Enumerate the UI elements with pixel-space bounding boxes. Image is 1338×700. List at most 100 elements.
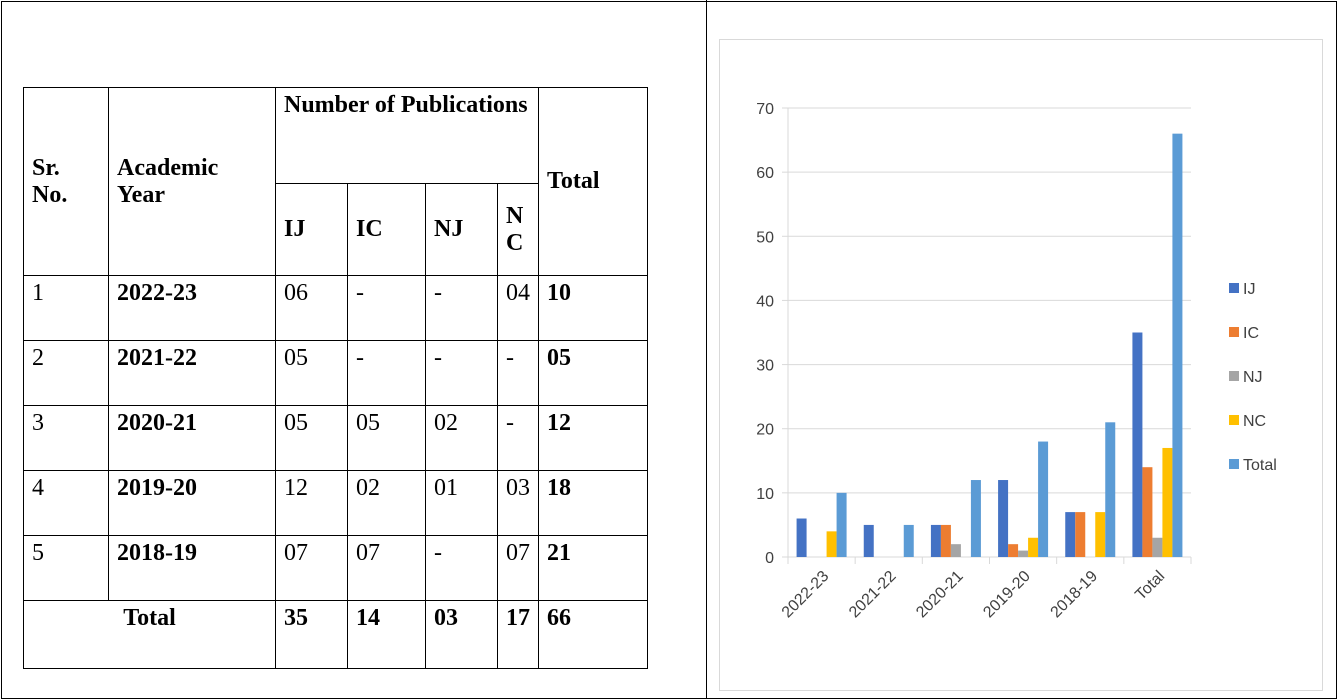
table-cell: -: [425, 275, 498, 341]
legend-label: IJ: [1243, 281, 1255, 298]
table-cell: 12: [275, 470, 348, 536]
table-cell: 05: [275, 405, 348, 471]
bar: [940, 524, 951, 557]
bar: [998, 480, 1009, 557]
bar: [1095, 512, 1106, 557]
bar: [1075, 512, 1086, 557]
header-cell: Academic Year: [108, 87, 276, 276]
table-cell: -: [496, 340, 540, 406]
table-cell: -: [425, 535, 498, 601]
x-tick-label: 2018-19: [1048, 568, 1102, 622]
bar: [826, 531, 837, 557]
legend-label: NC: [1243, 413, 1266, 430]
table-cell: 2022-23: [108, 275, 276, 341]
bar: [1172, 133, 1183, 557]
sub-header: IC: [347, 183, 426, 276]
bar: [796, 518, 807, 557]
table-cell: 4: [23, 470, 109, 536]
table-cell: 10: [538, 275, 649, 341]
y-tick-label: 50: [756, 229, 774, 246]
legend-label: NJ: [1243, 369, 1263, 386]
table-cell: 17: [496, 600, 540, 669]
table-cell: 12: [538, 405, 649, 471]
bar: [1065, 512, 1076, 557]
bar: [1105, 422, 1116, 557]
x-tick-label: 2019-20: [980, 568, 1034, 622]
sub-header: NJ: [425, 183, 498, 276]
table-row: 4 2019-20 12 02 01 03 18: [23, 470, 649, 536]
table-cell: 04: [496, 275, 540, 341]
x-tick-label: Total: [1132, 568, 1168, 604]
bar: [970, 480, 981, 557]
table-cell: 35: [275, 600, 348, 669]
y-tick-label: 60: [756, 165, 774, 182]
table-cell: 3: [23, 405, 109, 471]
table-cell: 07: [496, 535, 540, 601]
bar: [1162, 447, 1173, 557]
total-row: Total 35 14 03 17 66: [23, 600, 649, 669]
table-cell: 2021-22: [108, 340, 276, 406]
header-cell: Number of Publications: [274, 87, 540, 184]
bar: [930, 524, 941, 557]
table-cell: 1: [23, 275, 109, 341]
cell-divider: [706, 0, 707, 698]
table-cell: 05: [538, 340, 649, 406]
publications-table: Sr. No. Academic Year Number of Publicat…: [23, 87, 649, 669]
y-tick-label: 0: [765, 550, 774, 567]
header-cell: Sr. No.: [23, 87, 109, 276]
table-cell: 03: [425, 600, 498, 669]
legend-swatch: [1229, 415, 1239, 425]
table-cell: 07: [347, 535, 426, 601]
table-cell: 2019-20: [108, 470, 276, 536]
chart-frame: 0 10 20 30 40 50 60 70 2022-23 2021-22 2020-21 2019…: [719, 39, 1323, 691]
table-cell: -: [347, 340, 426, 406]
y-tick-label: 40: [756, 293, 774, 310]
table-row: 5 2018-19 07 07-07 21: [23, 535, 649, 601]
header-cell: Total: [538, 87, 649, 276]
table-cell: 03: [496, 470, 540, 536]
bar: [1152, 537, 1163, 557]
y-tick-label: 30: [756, 358, 774, 375]
table-cell: 2: [23, 340, 109, 406]
y-tick-label: 70: [756, 101, 774, 118]
table-cell: 18: [538, 470, 649, 536]
legend-label: Total: [1243, 457, 1277, 474]
table-cell: -: [347, 275, 426, 341]
table-cell: 5: [23, 535, 109, 601]
table-cell: 05: [275, 340, 348, 406]
bar: [1008, 544, 1019, 557]
table-cell: 01: [425, 470, 498, 536]
table-cell: -: [496, 405, 540, 471]
table-row: 1 2022-23 06- -04 10: [23, 275, 649, 341]
sub-header: NC: [496, 183, 540, 276]
x-tick-label: 2020-21: [913, 568, 967, 622]
y-tick-label: 10: [756, 486, 774, 503]
bar: [836, 492, 847, 557]
chart: 0 10 20 30 40 50 60 70 2022-23 2021-22 2020-21 2019…: [756, 101, 1277, 622]
legend-swatch: [1229, 327, 1239, 337]
bar: [950, 544, 961, 557]
table-cell: 14: [347, 600, 426, 669]
sub-header: IJ: [275, 183, 348, 276]
bar: [903, 524, 914, 557]
x-tick-label: 2022-23: [779, 568, 833, 622]
table-cell: -: [425, 340, 498, 406]
table-cell: 06: [275, 275, 348, 341]
table-cell: 21: [538, 535, 649, 601]
table-cell: 2020-21: [108, 405, 276, 471]
y-tick-label: 20: [756, 422, 774, 439]
table-cell: 07: [275, 535, 348, 601]
legend-swatch: [1229, 459, 1239, 469]
legend-swatch: [1229, 283, 1239, 293]
legend-swatch: [1229, 371, 1239, 381]
bar: [1142, 467, 1153, 557]
table-cell: 02: [347, 470, 426, 536]
x-tick-label: 2021-22: [846, 568, 900, 622]
bar: [1018, 550, 1029, 557]
bar: [1132, 332, 1143, 557]
table-cell: Total: [23, 600, 276, 669]
table-cell: 02: [425, 405, 498, 471]
table-row: 2 2021-22 05- - -05: [23, 340, 649, 406]
table-cell: 66: [538, 600, 649, 669]
